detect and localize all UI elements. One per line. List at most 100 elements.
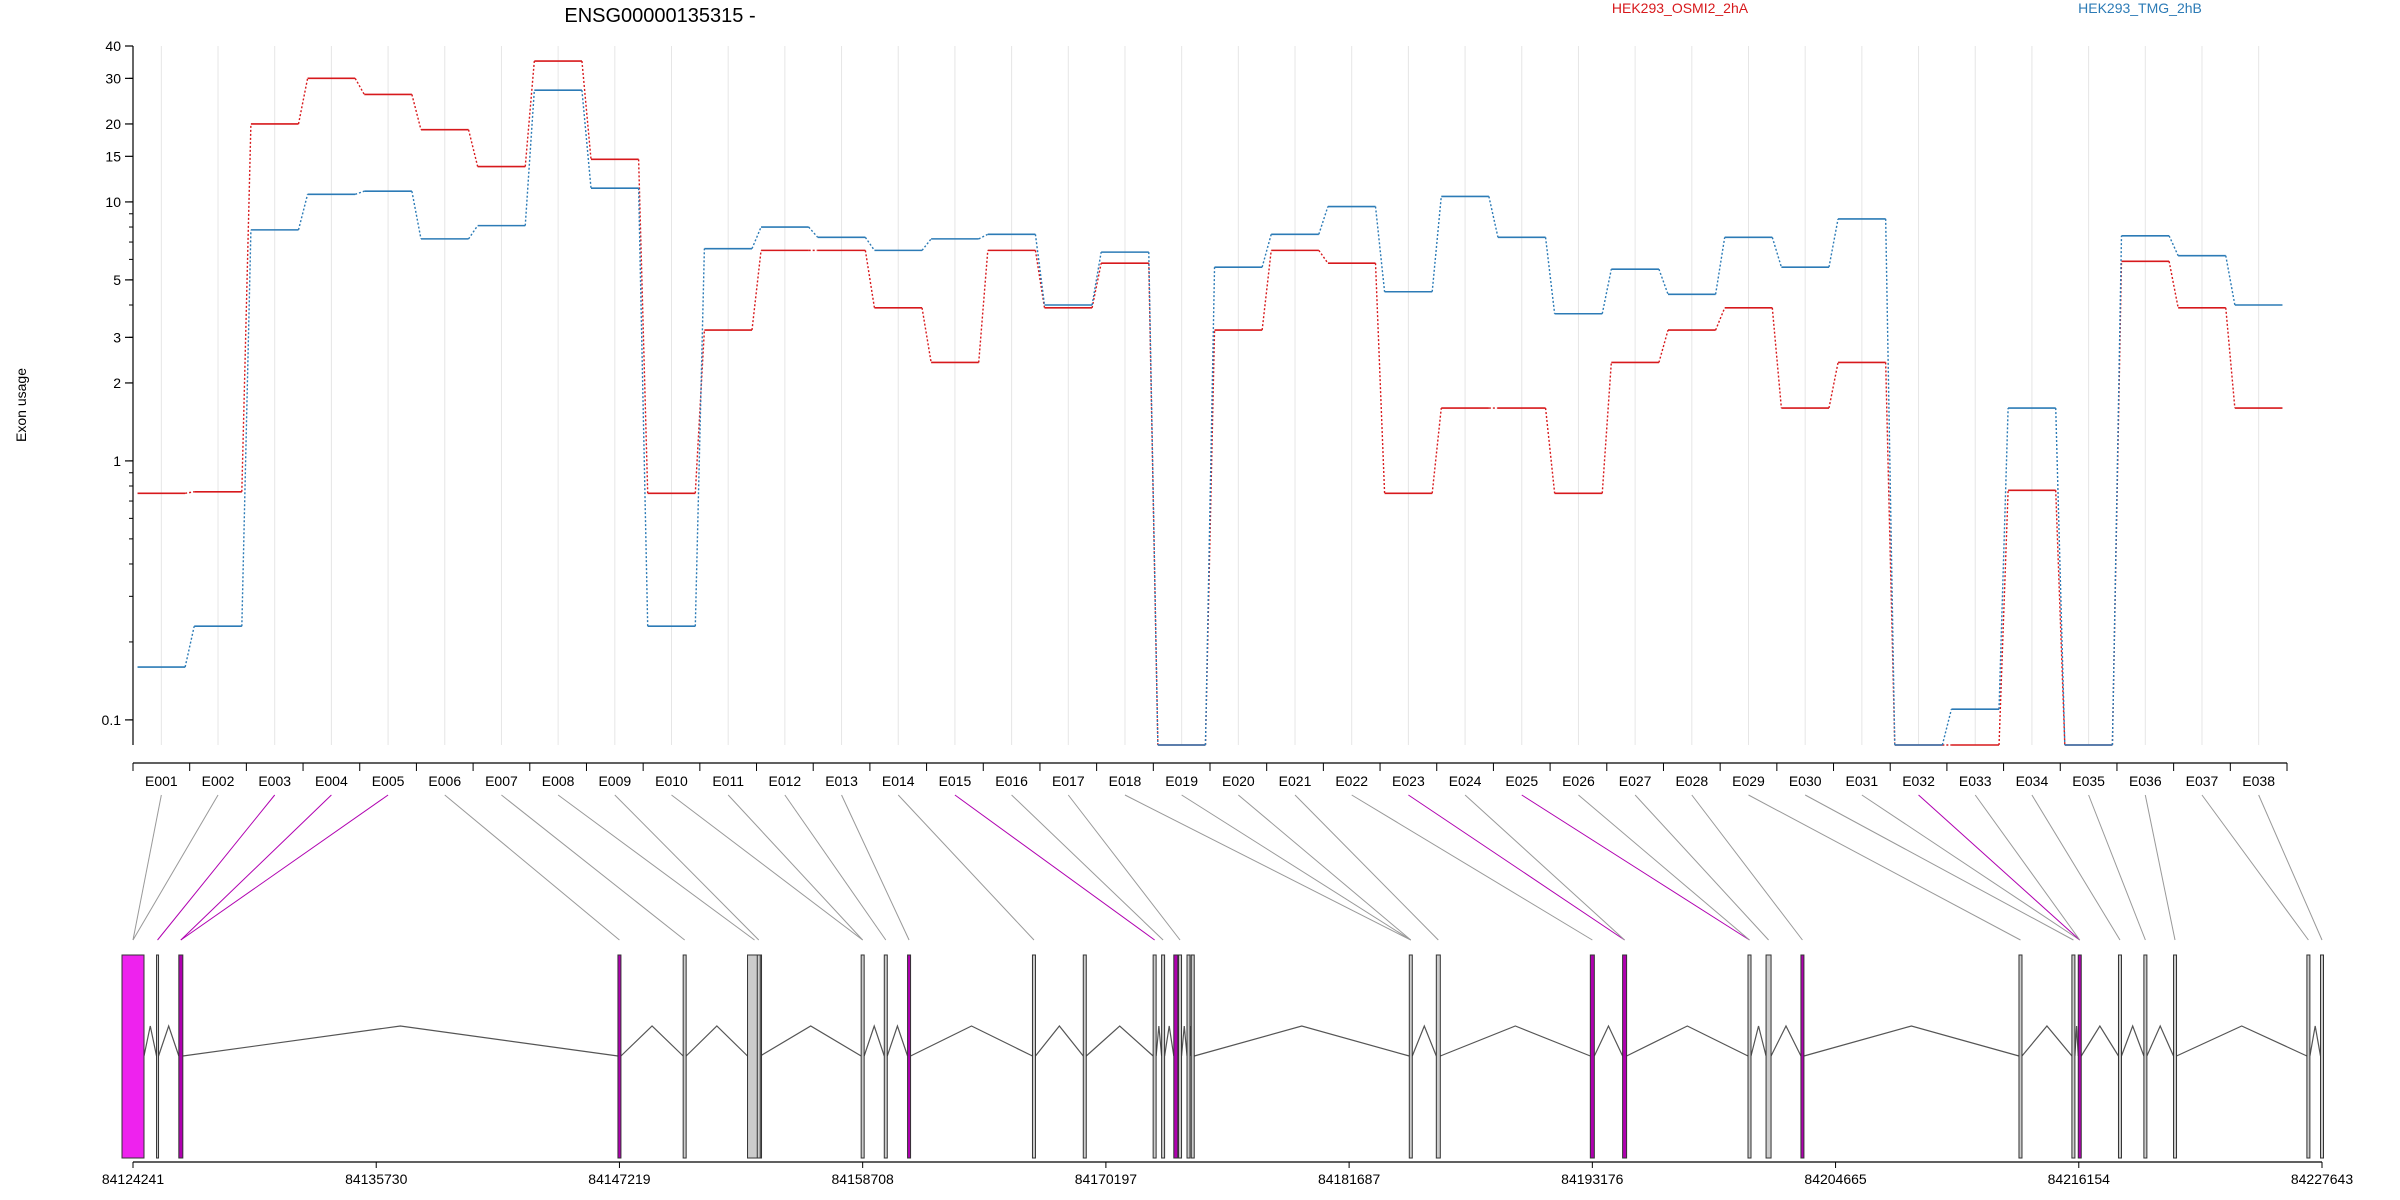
series-2-connector: [581, 90, 592, 189]
connector-e032: [1918, 794, 2081, 941]
series-2-connector: [1544, 237, 1556, 314]
series-1-connector: [581, 60, 592, 160]
genomic-tick-label: 84124241: [102, 1171, 165, 1187]
series-2-connector: [1658, 268, 1669, 295]
x-tick-label-e036: E036: [2129, 773, 2162, 789]
series-1-connector: [1431, 407, 1442, 494]
series-2-connector: [1261, 234, 1272, 268]
connector-e005: [180, 794, 389, 941]
series-1-connector: [297, 78, 309, 125]
connector-e002: [132, 794, 219, 941]
series-1-connector: [978, 250, 989, 363]
x-tick-label-e010: E010: [655, 773, 688, 789]
series-2-connector: [354, 190, 365, 195]
series-2-connector: [808, 226, 819, 238]
x-tick-label-e022: E022: [1335, 773, 1368, 789]
series-1-connector: [637, 159, 649, 494]
connector-e034: [2031, 794, 2121, 941]
chart-title: ENSG00000135315 -: [564, 5, 755, 27]
series-2-connector: [864, 236, 876, 251]
exon-box: [860, 954, 865, 1159]
intron: [685, 1025, 748, 1057]
series-1-connector: [1714, 307, 1726, 331]
connector-e013: [841, 794, 910, 941]
legend-entry-series-2: HEK293_TMG_2hB: [2078, 0, 2202, 16]
connector-e035: [2088, 794, 2146, 941]
series-1-connector: [1318, 249, 1329, 264]
series-2-connector: [1601, 269, 1613, 314]
intron: [143, 1025, 158, 1057]
series-2-connector: [2225, 255, 2236, 306]
series-1-connector: [2055, 490, 2066, 746]
grid-lines: [160, 46, 2260, 745]
y-tick-label: 1: [113, 453, 121, 469]
x-tick-label-e004: E004: [315, 773, 348, 789]
x-tick-label-e034: E034: [2016, 773, 2049, 789]
x-tick-label-e001: E001: [145, 773, 178, 789]
exon-box: [1589, 954, 1595, 1159]
y-tick-label: 3: [113, 329, 121, 345]
connector-e012: [784, 794, 887, 941]
series-2-connector: [1941, 709, 1953, 746]
intron: [1440, 1025, 1591, 1057]
x-axis: E001 E002 E003 E004 E005 E006 E007 E008 E009 E010…: [132, 762, 2288, 789]
series-1-connector: [2168, 261, 2179, 308]
connector-e007: [501, 794, 685, 941]
intron: [2080, 1024, 2119, 1057]
series-2-connector: [1374, 206, 1386, 292]
y-tick-label: 5: [113, 272, 121, 288]
exon-box: [1747, 954, 1752, 1159]
series-1-connector: [524, 60, 536, 167]
series-1-connector: [1374, 263, 1386, 494]
connector-e017: [1067, 794, 1181, 941]
intron: [2146, 1024, 2175, 1057]
series-1: [137, 60, 2283, 746]
intron: [759, 1025, 862, 1057]
exon-box: [2306, 954, 2311, 1159]
exon-box: [2117, 954, 2122, 1159]
intron: [1770, 1024, 1802, 1057]
series-1-connector: [354, 78, 365, 95]
exon-box: [2018, 954, 2023, 1159]
connector-e019: [1181, 794, 1412, 941]
genomic-tick-label: 84135730: [345, 1171, 408, 1187]
exon-box: [2173, 954, 2178, 1159]
connector-e033: [1974, 794, 2081, 941]
y-tick-label: 30: [105, 70, 121, 86]
exon-box: [121, 954, 145, 1159]
x-tick-label-e009: E009: [598, 773, 631, 789]
x-tick-label-e005: E005: [372, 773, 405, 789]
series-2-connector: [1771, 237, 1783, 268]
series-2-connector: [1884, 218, 1896, 746]
exon-box: [1152, 954, 1157, 1159]
connector-e001: [132, 794, 162, 941]
y-tick-label: 0.1: [102, 712, 122, 728]
genomic-tick-label: 84204665: [1804, 1171, 1867, 1187]
connector-e030: [1804, 794, 2074, 941]
connector-e010: [671, 794, 863, 941]
series-1-connector: [1204, 330, 1216, 746]
series-2-connector: [1998, 408, 2009, 710]
intron: [1626, 1025, 1749, 1057]
intron: [910, 1025, 1033, 1057]
genomic-tick-label: 84170197: [1075, 1171, 1138, 1187]
series-2-connector: [1828, 218, 1839, 268]
series-2-connector: [1488, 196, 1499, 238]
series-1-connector: [751, 250, 762, 331]
y-tick-label: 40: [105, 38, 121, 54]
connector-e009: [614, 794, 760, 941]
series-1-connector: [1601, 362, 1613, 494]
series-2-connector: [2111, 235, 2123, 746]
exon-box: [2143, 954, 2148, 1159]
series-2-connector: [1034, 234, 1046, 306]
exon-box: [682, 954, 687, 1159]
x-tick-label-e021: E021: [1279, 773, 1312, 789]
intron: [620, 1025, 684, 1057]
series-2-connector: [2168, 235, 2179, 256]
connector-e037: [2201, 794, 2309, 941]
series-2-connector: [751, 226, 762, 249]
exon-box: [1173, 954, 1179, 1159]
genomic-tick-label: 84147219: [588, 1171, 651, 1187]
exon-connectors: [132, 794, 2323, 941]
